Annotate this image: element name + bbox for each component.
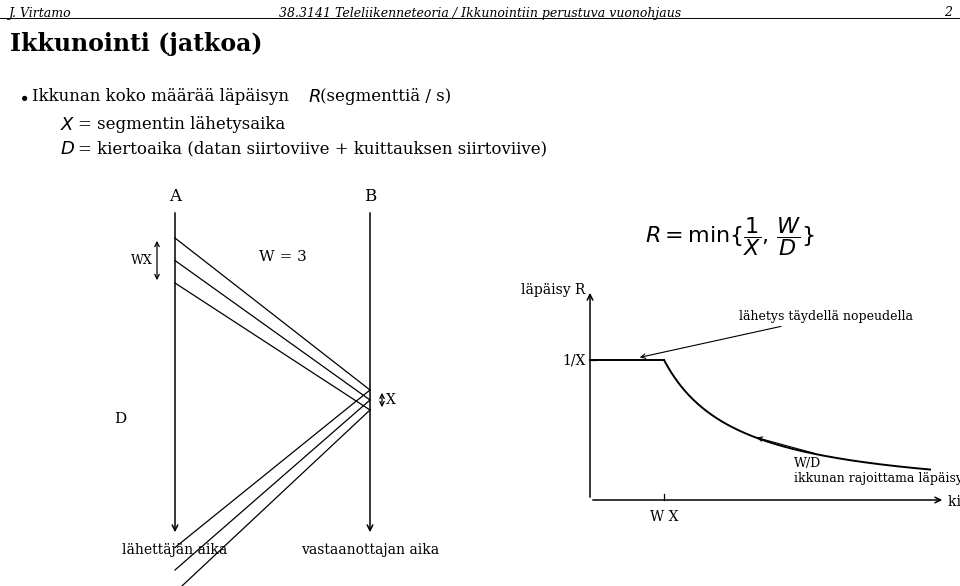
Text: D: D [113,412,126,426]
Text: $D$: $D$ [60,140,75,158]
Text: (segmenttiä / s): (segmenttiä / s) [320,88,451,105]
Text: W = 3: W = 3 [258,250,306,264]
Text: B: B [364,188,376,205]
Text: $\bullet$: $\bullet$ [18,88,28,106]
Text: 2: 2 [944,6,952,19]
Text: lähetys täydellä nopeudella: lähetys täydellä nopeudella [641,310,913,359]
Text: vastaanottajan aika: vastaanottajan aika [300,543,439,557]
Text: = kiertoaika (datan siirtoviive + kuittauksen siirtoviive): = kiertoaika (datan siirtoviive + kuitta… [78,140,547,157]
Text: A: A [169,188,181,205]
Text: W/D
ikkunan rajoittama läpäisy: W/D ikkunan rajoittama läpäisy [757,437,960,485]
Text: $X$: $X$ [60,116,76,134]
Text: = segmentin lähetysaika: = segmentin lähetysaika [78,116,285,133]
Text: J. Virtamo: J. Virtamo [8,6,71,19]
Text: kiertoaika D: kiertoaika D [948,495,960,509]
Text: $R$: $R$ [308,88,321,106]
Text: 38.3141 Teleliikenneteoria / Ikkunointiin perustuva vuonohjaus: 38.3141 Teleliikenneteoria / Ikkunointii… [279,6,681,19]
Text: 1/X: 1/X [563,353,586,367]
Text: lähettäjän aika: lähettäjän aika [122,543,228,557]
Text: $R = \mathrm{min}\{\dfrac{1}{X},\, \dfrac{W}{D}\}$: $R = \mathrm{min}\{\dfrac{1}{X},\, \dfra… [645,215,815,258]
Text: läpäisy R: läpäisy R [520,283,585,297]
Text: Ikkunointi (jatkoa): Ikkunointi (jatkoa) [10,32,262,56]
Text: WX: WX [132,254,153,267]
Text: X: X [386,393,396,407]
Text: W X: W X [650,510,679,524]
Text: Ikkunan koko määrää läpäisyn: Ikkunan koko määrää läpäisyn [32,88,295,105]
